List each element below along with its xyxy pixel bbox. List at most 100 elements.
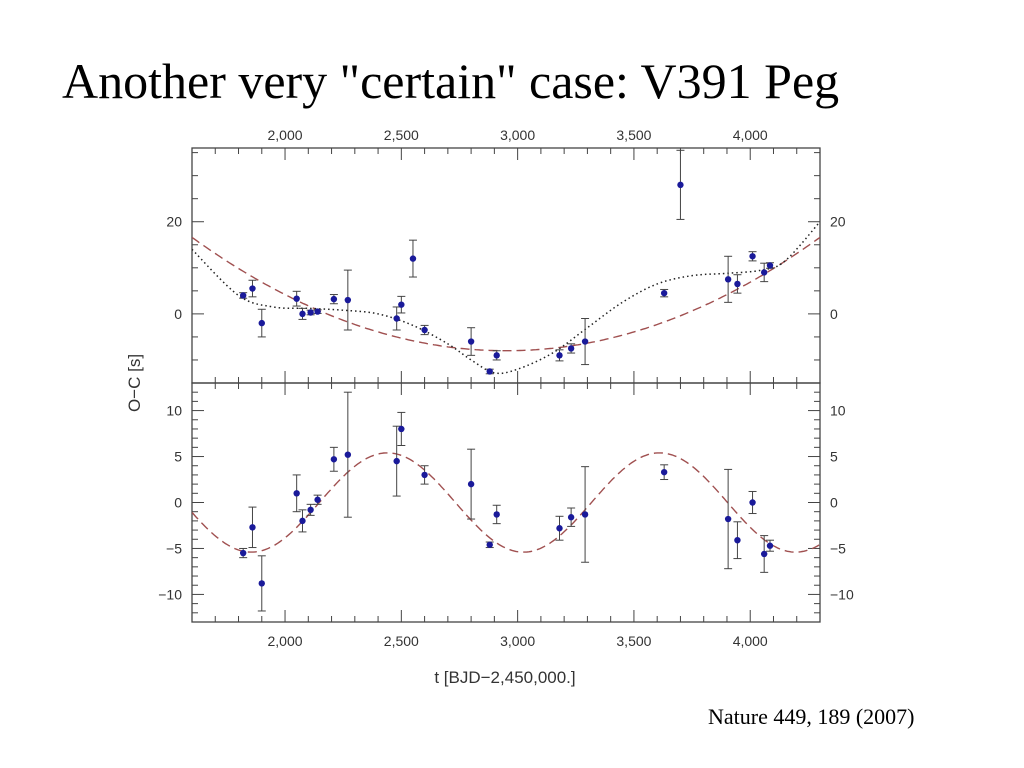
top-data-point: [555, 349, 564, 362]
top-data-point: [306, 309, 315, 316]
point-marker: [724, 515, 732, 523]
point-marker: [567, 345, 575, 352]
bottom-data-point: [492, 504, 501, 525]
x-tick-label-top: 2,000: [268, 127, 303, 143]
point-marker: [749, 499, 756, 506]
citation: Nature 449, 189 (2007): [708, 704, 915, 729]
bottom-data-point: [306, 503, 315, 516]
top-data-point: [676, 149, 685, 220]
point-marker: [766, 262, 774, 269]
bottom-data-point: [392, 425, 401, 497]
x-tick-label-bottom: 4,000: [733, 633, 768, 649]
bottom-y-tick-label-left: 5: [174, 449, 182, 465]
point-marker: [344, 296, 352, 304]
top-data-point: [760, 262, 769, 283]
bottom-y-tick-label-left: −10: [158, 586, 182, 602]
top-data-point: [660, 288, 669, 298]
point-marker: [660, 468, 668, 476]
point-marker: [249, 285, 256, 292]
point-marker: [293, 490, 300, 497]
point-marker: [766, 542, 774, 549]
point-marker: [677, 181, 684, 189]
bottom-y-tick-label-left: −5: [166, 540, 182, 556]
point-marker: [749, 253, 756, 260]
x-tick-label-bottom: 2,500: [384, 633, 419, 649]
x-tick-label-top: 3,000: [500, 127, 535, 143]
point-marker: [567, 514, 575, 521]
slide-title: Another very "certain" case: V391 Peg: [62, 53, 840, 109]
bottom-data-point: [420, 465, 429, 485]
bottom-data-point: [765, 539, 774, 552]
point-marker: [393, 457, 400, 465]
x-tick-label-bottom: 3,500: [616, 633, 651, 649]
bottom-data-point: [467, 448, 476, 520]
top-data-point: [257, 308, 266, 338]
point-marker: [486, 541, 493, 548]
top-data-point: [408, 239, 417, 278]
point-marker: [330, 295, 338, 303]
point-marker: [493, 511, 500, 518]
top-y-tick-label-right: 20: [830, 214, 846, 230]
top-data-point: [467, 327, 476, 356]
point-marker: [409, 255, 417, 262]
bottom-data-point: [660, 464, 669, 481]
top-data-point: [765, 262, 774, 269]
point-marker: [556, 352, 563, 359]
bottom-data-point: [343, 391, 352, 518]
top-data-point: [298, 307, 307, 320]
point-marker: [760, 269, 768, 276]
point-marker: [314, 308, 321, 315]
bottom-data-point: [581, 466, 590, 563]
bottom-dashed-fit-curve: [192, 452, 820, 553]
bottom-data-point: [329, 446, 338, 472]
point-marker: [556, 525, 563, 532]
x-tick-label-top: 3,500: [616, 127, 651, 143]
point-marker: [581, 338, 589, 345]
top-y-tick-label-left: 0: [174, 306, 182, 322]
bottom-y-tick-label-right: 0: [830, 495, 838, 511]
bottom-data-point: [397, 411, 406, 447]
point-marker: [258, 319, 265, 327]
bottom-data-point: [724, 468, 733, 570]
point-marker: [344, 451, 352, 458]
top-data-point: [733, 274, 742, 294]
bottom-data-point: [760, 535, 769, 573]
bottom-data-point: [239, 547, 248, 559]
top-panel-frame: [191, 147, 821, 384]
point-marker: [307, 309, 314, 316]
fit-curves: [192, 221, 820, 553]
point-marker: [660, 289, 668, 297]
x-tick-label-bottom: 3,000: [500, 633, 535, 649]
oc-diagram-figure: 0 0 20 20 −10 −10 −5 −5 0 0 5 5 10 10 2,000 2,000 2,500 2…: [125, 127, 854, 687]
bottom-data-point: [292, 474, 301, 513]
top-data-point: [485, 368, 494, 375]
bottom-data-point: [248, 506, 257, 549]
y-axis-label: O−C [s]: [125, 354, 144, 412]
point-marker: [724, 276, 732, 283]
top-data-point: [724, 255, 733, 303]
top-dashed-fit-curve: [192, 236, 820, 352]
bottom-data-point: [313, 494, 322, 505]
point-marker: [299, 517, 306, 525]
bottom-y-tick-label-right: 10: [830, 403, 846, 419]
top-data-point: [567, 343, 576, 354]
bottom-data-point: [733, 521, 742, 560]
bottom-y-tick-label-left: 0: [174, 495, 182, 511]
top-dotted-fit-curve: [192, 221, 820, 375]
point-marker: [421, 326, 428, 334]
top-data-point: [313, 308, 322, 315]
point-marker: [581, 511, 589, 518]
point-marker: [330, 456, 338, 463]
point-marker: [239, 549, 247, 557]
point-marker: [398, 425, 405, 433]
point-marker: [299, 310, 306, 318]
bottom-data-point: [748, 490, 757, 515]
point-marker: [467, 338, 475, 345]
bottom-data-point: [555, 515, 564, 541]
point-marker: [421, 471, 428, 479]
bottom-data-point: [567, 507, 576, 527]
point-marker: [398, 301, 405, 308]
top-y-tick-label-left: 20: [166, 214, 182, 230]
top-data-point: [492, 350, 501, 361]
top-data-point: [248, 279, 257, 298]
